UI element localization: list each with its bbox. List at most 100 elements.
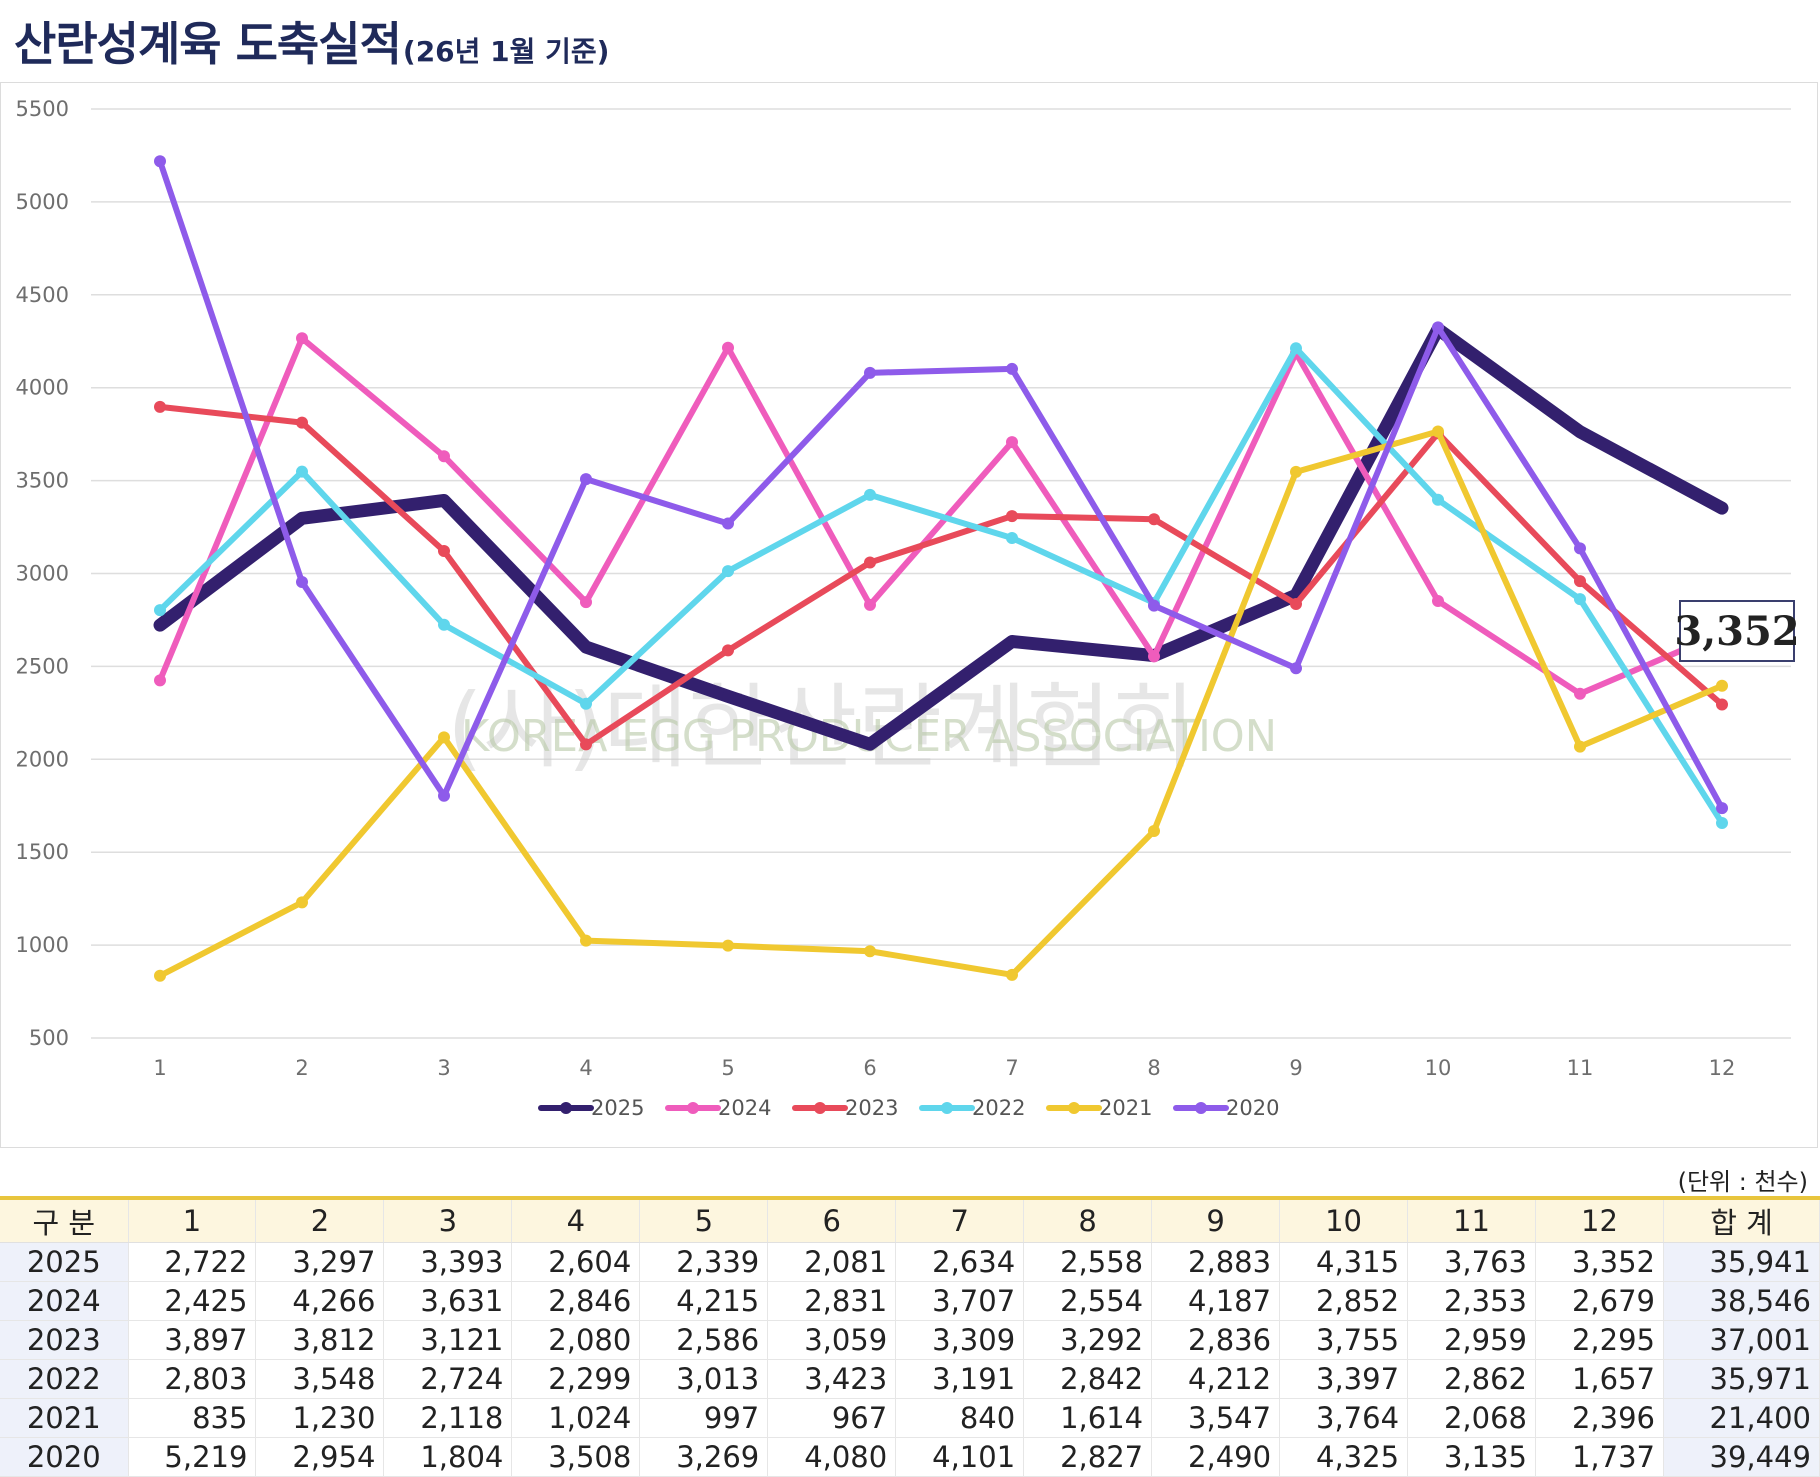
data-point-2025: [722, 690, 734, 703]
table-cell: 3,013: [639, 1359, 769, 1399]
row-total: 38,546: [1663, 1281, 1820, 1321]
line-chart: 500 1000 1500 2000 2500 3000 3500 4000 4500 5000 5…: [16, 97, 1791, 1120]
legend-item-2022: 2022: [919, 1096, 1025, 1120]
row-total: 21,400: [1663, 1398, 1820, 1438]
header-month: 2: [255, 1198, 385, 1243]
data-point-2020: [1006, 362, 1018, 375]
table-cell: 2,842: [1023, 1359, 1153, 1399]
data-point-2021: [1006, 968, 1018, 981]
y-tick-label: 3000: [16, 562, 69, 586]
table-cell: 2,554: [1023, 1281, 1153, 1321]
table-cell: 1,230: [255, 1398, 385, 1438]
table-cell: 2,299: [511, 1359, 641, 1399]
data-point-2022: [296, 465, 308, 478]
data-point-2021: [296, 896, 308, 909]
data-point-2023: [1006, 510, 1018, 523]
header-month: 11: [1407, 1198, 1536, 1243]
table-cell: 3,548: [255, 1359, 385, 1399]
table-row: 2024 2,425 4,266 3,631 2,846 4,215 2,831 3,707 2…: [0, 1281, 1820, 1321]
table-cell: 2,679: [1535, 1281, 1665, 1321]
table-row: 2021 835 1,230 2,118 1,024 997 967 840 1,614 3,54…: [0, 1398, 1820, 1438]
header-category: 구 분: [0, 1198, 129, 1243]
data-point-2022: [1432, 493, 1444, 506]
row-total: 37,001: [1663, 1320, 1820, 1360]
data-point-2021: [864, 945, 876, 958]
x-tick-label: 1: [153, 1056, 166, 1080]
legend: 2025 2024 2023 2022 2021 2020: [538, 1096, 1279, 1120]
legend-label: 2023: [845, 1096, 898, 1120]
table-cell: 2,852: [1279, 1281, 1409, 1321]
table-cell: 2,722: [128, 1242, 257, 1282]
data-point-2022: [438, 618, 450, 631]
table-cell: 2,954: [255, 1437, 385, 1477]
table-cell: 840: [895, 1398, 1025, 1438]
legend-item-2024: 2024: [665, 1096, 771, 1120]
x-tick-label: 9: [1289, 1056, 1302, 1080]
table-cell: 2,959: [1407, 1320, 1536, 1360]
unit-label: (단위 : 천수): [1677, 1168, 1808, 1196]
header-month: 5: [639, 1198, 769, 1243]
table-cell: 3,547: [1151, 1398, 1281, 1438]
row-year: 2024: [0, 1281, 129, 1321]
data-point-2024: [154, 674, 166, 687]
table-cell: 2,634: [895, 1242, 1025, 1282]
table-cell: 3,309: [895, 1320, 1025, 1360]
data-point-2025: [864, 738, 876, 751]
table-cell: 2,396: [1535, 1398, 1665, 1438]
table-cell: 3,508: [511, 1437, 641, 1477]
table-cell: 2,295: [1535, 1320, 1665, 1360]
table-cell: 3,755: [1279, 1320, 1409, 1360]
table-cell: 2,724: [383, 1359, 513, 1399]
row-total: 35,941: [1663, 1242, 1820, 1282]
y-tick-label: 2000: [16, 747, 69, 771]
x-tick-label: 10: [1425, 1056, 1452, 1080]
table-row: 2020 5,219 2,954 1,804 3,508 3,269 4,080 4,101 2…: [0, 1437, 1820, 1477]
data-point-2025: [1574, 425, 1586, 438]
data-point-2022: [1006, 532, 1018, 545]
data-point-2020: [864, 366, 876, 379]
table-cell: 967: [767, 1398, 897, 1438]
legend-item-2023: 2023: [792, 1096, 898, 1120]
data-table: 구 분 1 2 3 4 5 6 7 8 9 10 11 12 합 계 2025 2,722 3,297 3,39…: [0, 1196, 1820, 1477]
table-row: 2022 2,803 3,548 2,724 2,299 3,013 3,423 3,191 2…: [0, 1359, 1820, 1399]
data-point-2024: [1006, 436, 1018, 449]
header-month: 8: [1023, 1198, 1153, 1243]
legend-marker: [687, 1102, 699, 1114]
series-line-2023: [157, 403, 1725, 748]
data-point-2022: [864, 488, 876, 501]
data-point-2020: [1716, 802, 1728, 815]
data-point-2022: [1290, 342, 1302, 355]
table-cell: 3,812: [255, 1320, 385, 1360]
header-month: 9: [1151, 1198, 1281, 1243]
table-cell: 4,315: [1279, 1242, 1409, 1282]
data-point-2023: [1148, 513, 1160, 526]
table-cell: 2,339: [639, 1242, 769, 1282]
y-tick-label: 500: [29, 1026, 69, 1050]
y-tick-label: 4500: [16, 283, 69, 307]
legend-label: 2024: [718, 1096, 771, 1120]
header-total: 합 계: [1663, 1198, 1820, 1243]
x-tick-label: 5: [721, 1056, 734, 1080]
table-cell: 4,215: [639, 1281, 769, 1321]
y-tick-label: 4000: [16, 376, 69, 400]
table-cell: 2,081: [767, 1242, 897, 1282]
row-year: 2021: [0, 1398, 129, 1438]
table-cell: 4,101: [895, 1437, 1025, 1477]
series-lines: [153, 155, 1729, 982]
legend-label: 2021: [1099, 1096, 1152, 1120]
table-cell: 3,397: [1279, 1359, 1409, 1399]
table-cell: 4,080: [767, 1437, 897, 1477]
series-line-2022: [157, 345, 1725, 827]
y-tick-label: 3500: [16, 469, 69, 493]
data-point-2025: [1716, 502, 1728, 515]
table-cell: 2,803: [128, 1359, 257, 1399]
data-point-2024: [438, 450, 450, 463]
data-point-2020: [580, 473, 592, 486]
data-point-2021: [1148, 825, 1160, 838]
legend-marker: [941, 1102, 953, 1114]
row-total: 35,971: [1663, 1359, 1820, 1399]
table-cell: 2,558: [1023, 1242, 1153, 1282]
table-cell: 2,831: [767, 1281, 897, 1321]
y-axis-ticks: 500 1000 1500 2000 2500 3000 3500 4000 4500 5000 5…: [16, 97, 69, 1050]
data-point-2024: [296, 332, 308, 345]
